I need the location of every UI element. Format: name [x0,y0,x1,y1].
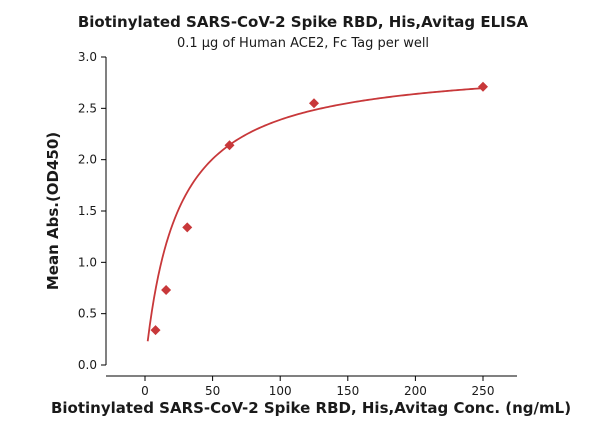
y-tick-label: 2.5 [78,101,97,115]
chart-title: Biotinylated SARS-CoV-2 Spike RBD, His,A… [78,13,529,31]
y-tick-label: 0.0 [78,358,97,372]
x-tick-label: 150 [336,384,359,398]
data-point [150,325,161,336]
fit-curve [146,87,484,342]
x-tick-label: 0 [141,384,149,398]
y-tick-label: 2.0 [78,153,97,167]
plot-area: 0.0 0.5 1.0 1.5 2.0 2.5 3.0 0 50 100 150 200 250 [78,50,517,398]
x-tick-label: 250 [472,384,495,398]
data-point [182,222,193,233]
data-point [161,285,172,296]
x-tick-label: 50 [205,384,220,398]
y-tick-label: 1.0 [78,255,97,269]
data-point [478,81,488,92]
data-point [309,98,319,109]
y-tick-label: 3.0 [78,50,97,64]
data-point [224,140,235,151]
y-tick-label: 0.5 [78,307,97,321]
data-points [150,81,488,336]
x-tick-label: 200 [404,384,427,398]
y-axis-label: Mean Abs.(OD450) [44,132,62,290]
x-axis-label: Biotinylated SARS-CoV-2 Spike RBD, His,A… [51,399,571,417]
y-tick-label: 1.5 [78,204,97,218]
y-axis-ticks: 0.0 0.5 1.0 1.5 2.0 2.5 3.0 [78,50,106,372]
chart-subtitle: 0.1 µg of Human ACE2, Fc Tag per well [177,36,429,51]
x-axis-ticks: 0 50 100 150 200 250 [141,376,494,398]
x-tick-label: 100 [269,384,292,398]
